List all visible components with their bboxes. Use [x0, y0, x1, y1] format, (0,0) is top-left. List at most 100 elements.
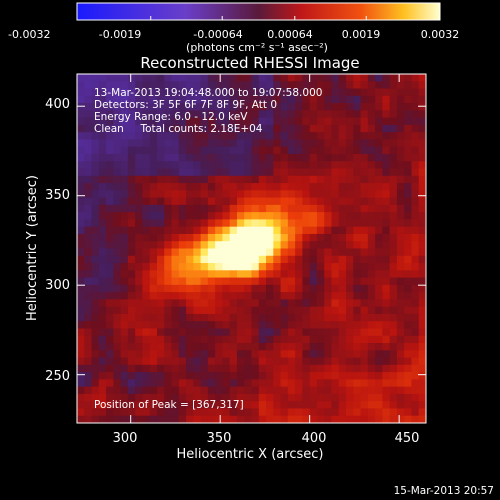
- heatmap-cell: [316, 313, 325, 322]
- heatmap-cell: [229, 299, 238, 308]
- heatmap-cell: [142, 386, 151, 395]
- heatmap-cell: [222, 153, 231, 162]
- heatmap-cell: [244, 124, 253, 133]
- heatmap-cell: [287, 255, 296, 264]
- heatmap-cell: [295, 357, 303, 366]
- heatmap-cell: [287, 292, 296, 300]
- heatmap-cell: [106, 357, 114, 366]
- heatmap-cell: [193, 226, 202, 235]
- heatmap-cell: [367, 110, 376, 119]
- heatmap-cell: [389, 88, 398, 97]
- heatmap-cell: [91, 204, 100, 213]
- heatmap-cell: [156, 132, 165, 141]
- heatmap-cell: [186, 153, 194, 162]
- heatmap-cell: [229, 110, 238, 119]
- heatmap-cell: [215, 124, 224, 133]
- heatmap-cell: [418, 110, 426, 119]
- heatmap-cell: [360, 306, 369, 315]
- heatmap-cell: [316, 386, 325, 395]
- heatmap-cell: [346, 328, 354, 337]
- heatmap-cell: [142, 321, 151, 330]
- heatmap-cell: [142, 110, 151, 119]
- heatmap-cell: [178, 328, 187, 337]
- heatmap-cell: [236, 321, 245, 330]
- heatmap-cell: [316, 372, 325, 380]
- heatmap-cell: [193, 270, 202, 279]
- heatmap-cell: [258, 233, 267, 242]
- heatmap-cell: [193, 161, 202, 170]
- heatmap-cell: [258, 292, 267, 300]
- heatmap-cell: [171, 284, 180, 293]
- heatmap-cell: [295, 379, 303, 388]
- heatmap-cell: [346, 408, 354, 417]
- heatmap-cell: [360, 277, 369, 286]
- heatmap-cell: [367, 226, 376, 235]
- heatmap-cell: [127, 190, 136, 199]
- heatmap-cell: [360, 313, 369, 322]
- heatmap-cell: [324, 386, 333, 395]
- heatmap-cell: [295, 212, 303, 221]
- heatmap-cell: [295, 393, 303, 402]
- heatmap-cell: [120, 386, 129, 395]
- heatmap-cell: [411, 117, 420, 126]
- heatmap-cell: [127, 357, 136, 366]
- heatmap-cell: [178, 379, 187, 388]
- heatmap-cell: [120, 204, 129, 213]
- heatmap-cell: [135, 292, 144, 300]
- heatmap-cell: [331, 386, 340, 395]
- heatmap-cell: [135, 233, 144, 242]
- heatmap-cell: [200, 110, 209, 119]
- heatmap-cell: [193, 219, 202, 228]
- heatmap-cell: [404, 306, 413, 315]
- heatmap-cell: [266, 292, 274, 300]
- heatmap-cell: [309, 168, 318, 177]
- heatmap-cell: [200, 415, 209, 423]
- heatmap-cell: [127, 292, 136, 300]
- heatmap-cell: [77, 204, 85, 213]
- heatmap-cell: [77, 386, 85, 395]
- heatmap-cell: [309, 364, 318, 373]
- heatmap-cell: [84, 183, 93, 191]
- heatmap-cell: [229, 292, 238, 300]
- heatmap-cell: [149, 313, 158, 322]
- heatmap-cell: [193, 124, 202, 133]
- heatmap-cell: [91, 335, 100, 344]
- heatmap-cell: [338, 161, 347, 170]
- heatmap-cell: [127, 183, 136, 191]
- heatmap-cell: [142, 103, 151, 111]
- heatmap-cell: [309, 372, 318, 380]
- heatmap-cell: [215, 343, 224, 351]
- heatmap-cell: [106, 117, 114, 126]
- heatmap-cell: [142, 183, 151, 191]
- heatmap-cell: [156, 168, 165, 177]
- heatmap-cell: [389, 146, 398, 155]
- heatmap-cell: [193, 255, 202, 264]
- colorbar-tick-label: 0.00064: [267, 28, 313, 41]
- heatmap-cell: [120, 299, 129, 308]
- heatmap-cell: [324, 343, 333, 351]
- heatmap-cell: [273, 255, 282, 264]
- heatmap-cell: [77, 372, 85, 380]
- heatmap-cell: [309, 393, 318, 402]
- heatmap-cell: [418, 393, 426, 402]
- heatmap-cell: [346, 255, 354, 264]
- heatmap-cell: [324, 197, 333, 206]
- heatmap-cell: [193, 393, 202, 402]
- heatmap-cell: [411, 350, 420, 359]
- heatmap-cell: [302, 364, 311, 373]
- heatmap-cell: [266, 233, 274, 242]
- heatmap-cell: [91, 277, 100, 286]
- heatmap-cell: [142, 161, 151, 170]
- heatmap-cell: [251, 335, 260, 344]
- heatmap-cell: [98, 328, 107, 337]
- heatmap-cell: [258, 132, 267, 141]
- heatmap-cell: [120, 335, 129, 344]
- heatmap-cell: [382, 95, 391, 104]
- heatmap-cell: [229, 321, 238, 330]
- heatmap-cell: [389, 81, 398, 90]
- heatmap-cell: [316, 212, 325, 221]
- heatmap-cell: [229, 372, 238, 380]
- heatmap-cell: [171, 415, 180, 423]
- heatmap-cell: [302, 306, 311, 315]
- heatmap-cell: [127, 284, 136, 293]
